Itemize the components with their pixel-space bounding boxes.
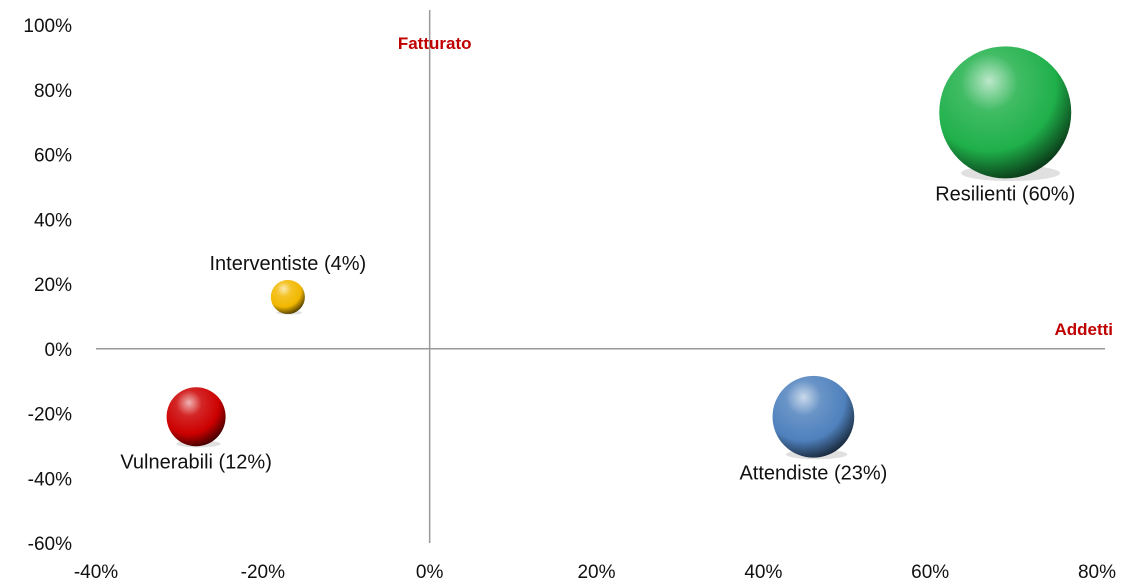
y-axis-title: Fatturato [398,34,472,53]
y-tick-label: 20% [34,275,72,296]
y-tick-label: 40% [34,210,72,231]
bubble-point [939,46,1072,179]
bubble-point [772,375,855,458]
y-tick-label: 0% [45,340,73,361]
x-axis-title: Addetti [1054,320,1113,339]
y-tick-label: 80% [34,81,72,102]
bubble-point [270,279,305,314]
y-tick-label: -60% [28,534,72,555]
y-tick-label: 100% [23,16,72,37]
bubbles [166,46,1072,460]
tick-labels: -60%-40%-20%0%20%40%60%80%100%-40% -20% 0%… [23,16,1116,581]
bubble-label: Resilienti (60%) [935,183,1075,205]
x-tick-label: 20% [577,562,615,581]
x-tick-label: -40% [74,562,118,581]
axes [96,10,1105,543]
x-tick-label: 0% [416,562,444,581]
bubble-point [166,387,226,447]
bubble-label: Interventiste (4%) [209,253,366,275]
x-tick-label: 60% [911,562,949,581]
y-tick-label: 60% [34,146,72,167]
bubble-labels: Resilienti (60%) Interventiste (4%) Vulner… [120,183,1075,484]
x-tick-label: -20% [241,562,285,581]
x-tick-label: 80% [1078,562,1116,581]
bubble-label: Attendiste (23%) [739,463,887,485]
bubble-label: Vulnerabili (12%) [120,451,272,473]
x-tick-label: 40% [744,562,782,581]
axis-titles: Fatturato Addetti [398,34,1113,339]
y-tick-label: -20% [28,405,72,426]
y-tick-label: -40% [28,469,72,490]
